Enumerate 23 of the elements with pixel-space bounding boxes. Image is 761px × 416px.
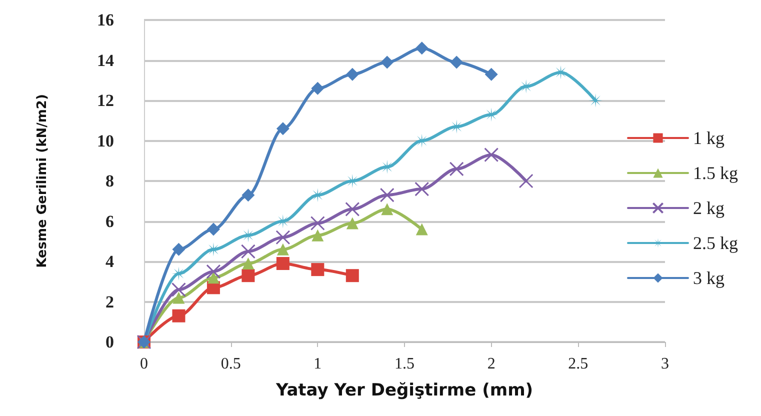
legend-label: 2 kg — [693, 198, 724, 218]
x-tick-label: 1.5 — [394, 356, 414, 372]
y-axis-title: Kesme Gerilimi (kN/m2) — [35, 94, 50, 268]
x-tick-label: 1 — [314, 356, 322, 372]
x-tick-label: 2 — [487, 356, 496, 372]
y-tick-label: 16 — [97, 10, 114, 30]
y-tick-label: 0 — [106, 332, 114, 352]
x-tick-label: 0 — [140, 356, 148, 372]
legend-label: 3 kg — [693, 268, 724, 288]
x-tick-label: 3 — [661, 356, 669, 372]
y-tick-label: 10 — [97, 131, 114, 150]
y-tick-label: 12 — [97, 91, 114, 110]
legend-label: 1 kg — [693, 128, 724, 148]
y-tick-label: 14 — [97, 50, 114, 70]
y-tick-label: 8 — [106, 172, 114, 190]
x-tick-label: 2.5 — [568, 356, 588, 372]
y-tick-label: 2 — [106, 292, 114, 312]
legend-label: 1.5 kg — [693, 163, 738, 183]
legend-label: 2.5 kg — [693, 233, 738, 253]
y-tick-label: 4 — [106, 252, 114, 271]
x-axis-title: Yatay Yer Değiştirme (mm) — [274, 380, 534, 400]
y-tick-label: 6 — [106, 212, 114, 231]
x-tick-label: 0.5 — [220, 356, 241, 372]
